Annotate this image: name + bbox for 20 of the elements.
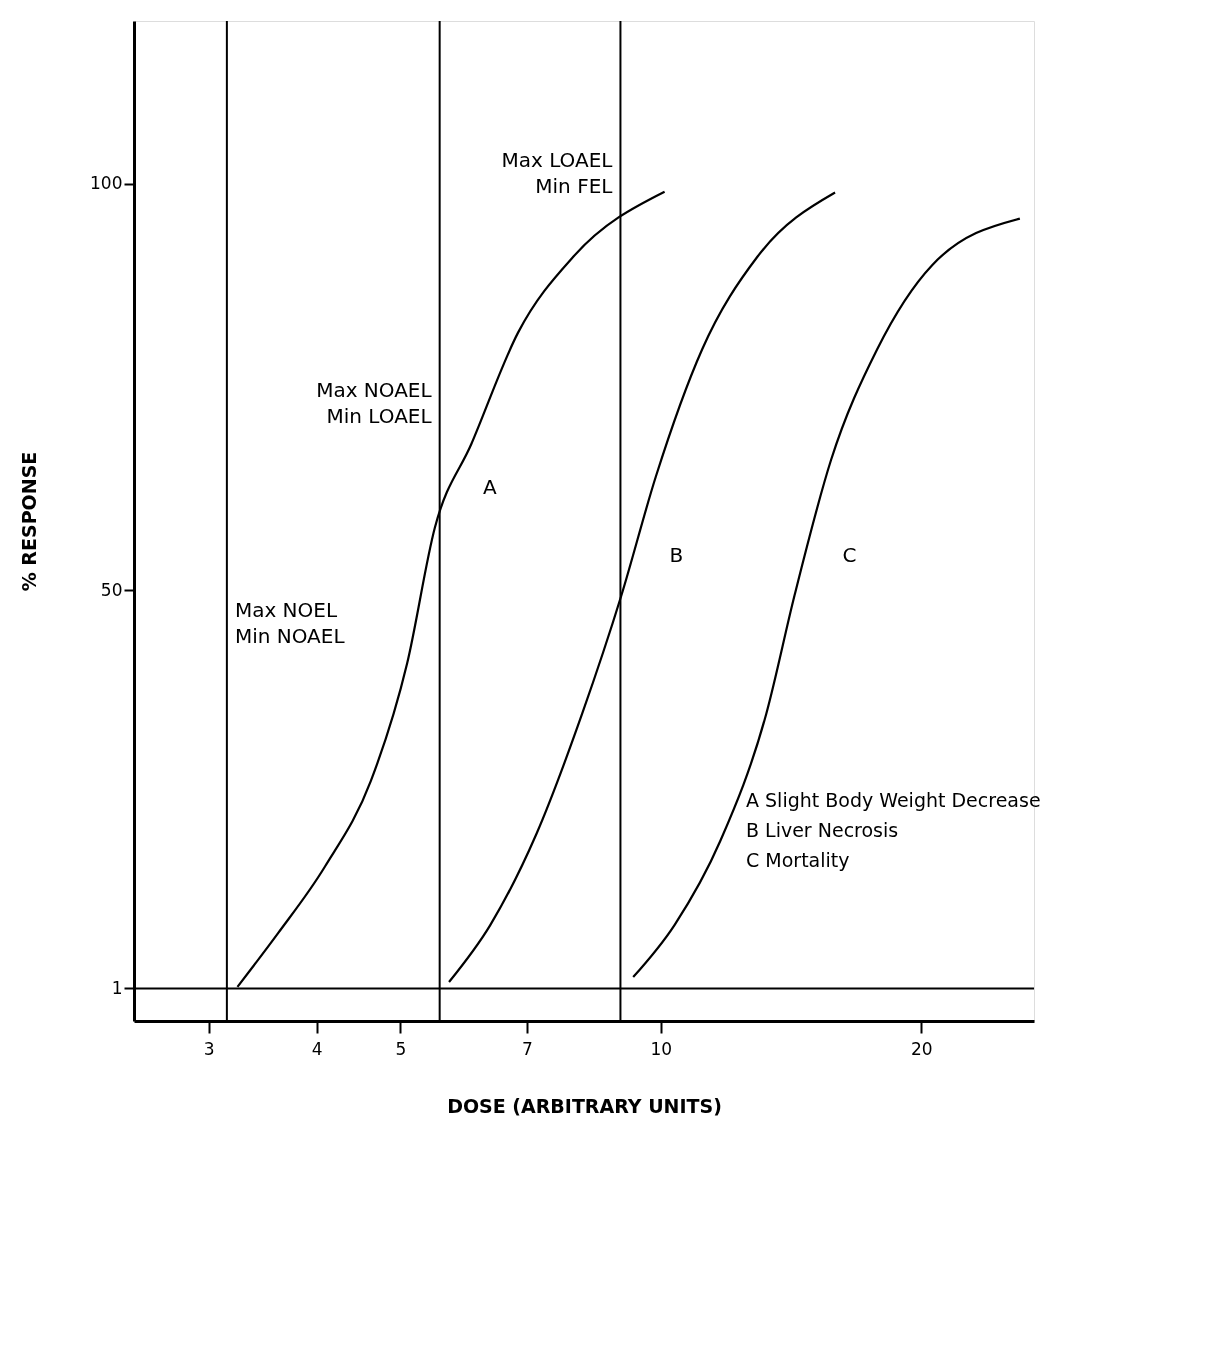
series-label: B — [669, 542, 684, 567]
x-tick-label: 4 — [311, 1038, 323, 1059]
y-tick-label: 50 — [100, 579, 123, 600]
x-tick-label: 20 — [910, 1038, 933, 1059]
annotation: A Slight Body Weight Decrease — [746, 789, 1041, 811]
y-tick-label: 100 — [90, 173, 123, 194]
x-tick-label: 5 — [395, 1038, 407, 1059]
y-axis-title: % RESPONSE — [18, 451, 41, 592]
series-label: A — [483, 474, 498, 499]
ref-line-label: Max NOAEL Min LOAEL — [316, 378, 433, 428]
x-tick-label: 7 — [521, 1038, 533, 1059]
annotation: C Mortality — [746, 849, 850, 871]
x-tick-label: 3 — [203, 1038, 215, 1059]
series-label: C — [842, 542, 857, 567]
x-axis-title: DOSE (ARBITRARY UNITS) — [447, 1094, 722, 1117]
y-tick-label: 1 — [111, 977, 123, 998]
ref-line-label: Max LOAEL Min FEL — [501, 148, 614, 198]
x-tick-label: 10 — [650, 1038, 673, 1059]
annotation: B Liver Necrosis — [746, 819, 899, 841]
ref-line-label: Max NOEL Min NOAEL — [234, 598, 346, 648]
